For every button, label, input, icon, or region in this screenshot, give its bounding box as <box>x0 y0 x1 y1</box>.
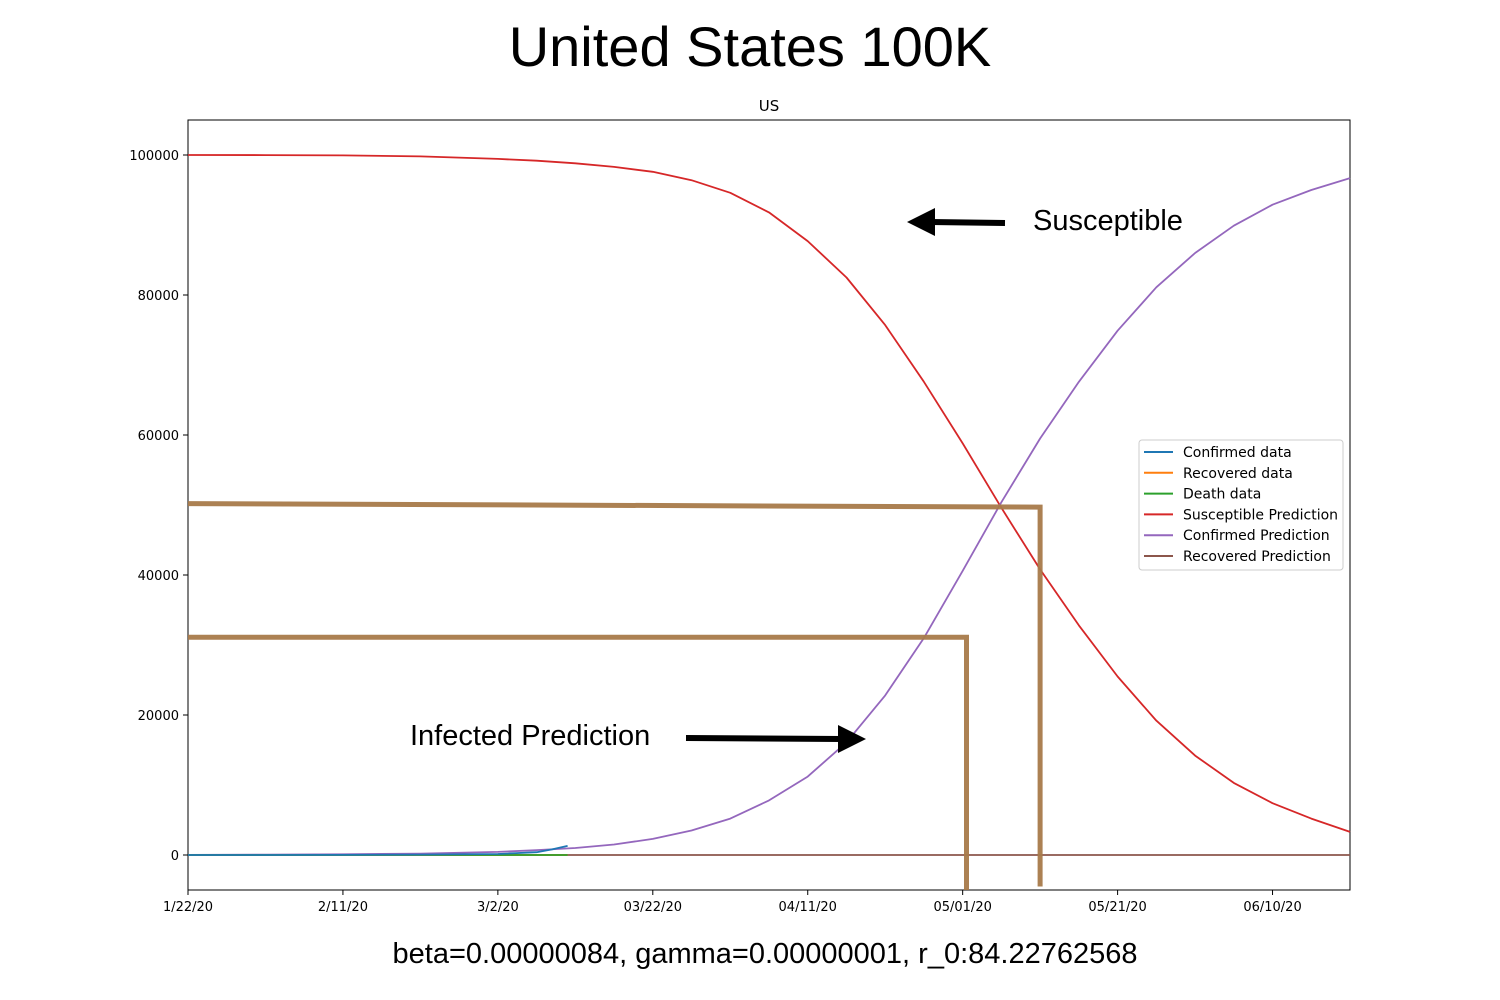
figure-title: United States 100K <box>508 15 992 78</box>
infected-arrow-shaft <box>685 735 843 742</box>
series-line-susceptible-prediction <box>187 154 1351 833</box>
x-tick-label: 05/01/20 <box>933 900 991 915</box>
x-tick-label: 1/22/20 <box>163 900 213 915</box>
legend-box <box>1138 439 1344 571</box>
guide-line-1 <box>187 501 1043 887</box>
series-line-confirmed-data <box>188 845 568 856</box>
susceptible-annotation: Susceptible <box>1033 205 1183 237</box>
legend-label: Death data <box>1183 487 1261 503</box>
x-tick-label: 03/22/20 <box>624 900 682 915</box>
y-tick-label: 80000 <box>138 289 179 304</box>
susceptible-arrow-shaft <box>929 219 1006 226</box>
y-tick-label: 100000 <box>129 149 179 164</box>
y-tick-label: 40000 <box>138 569 179 584</box>
legend-label: Susceptible Prediction <box>1183 507 1338 523</box>
guide-line-2 <box>188 634 969 890</box>
x-tick-label: 2/11/20 <box>318 900 368 915</box>
infected-prediction-annotation: Infected Prediction <box>410 720 651 752</box>
chart-title: US <box>759 97 780 115</box>
legend-label: Confirmed Prediction <box>1183 528 1330 544</box>
y-tick-label: 60000 <box>138 429 179 444</box>
y-tick-label: 0 <box>171 849 179 864</box>
x-tick-label: 3/2/20 <box>477 900 519 915</box>
susceptible-arrow-head <box>907 208 935 236</box>
infected-arrow-head <box>838 725 866 753</box>
y-tick-label: 20000 <box>138 709 179 724</box>
x-tick-label: 05/21/20 <box>1088 900 1146 915</box>
x-tick-label: 04/11/20 <box>779 900 837 915</box>
legend-label: Recovered data <box>1183 466 1293 482</box>
parameters-caption: beta=0.00000084, gamma=0.00000001, r_0:8… <box>392 938 1138 970</box>
x-tick-label: 06/10/20 <box>1243 900 1301 915</box>
legend-label: Recovered Prediction <box>1183 549 1331 565</box>
legend-label: Confirmed data <box>1183 445 1292 461</box>
